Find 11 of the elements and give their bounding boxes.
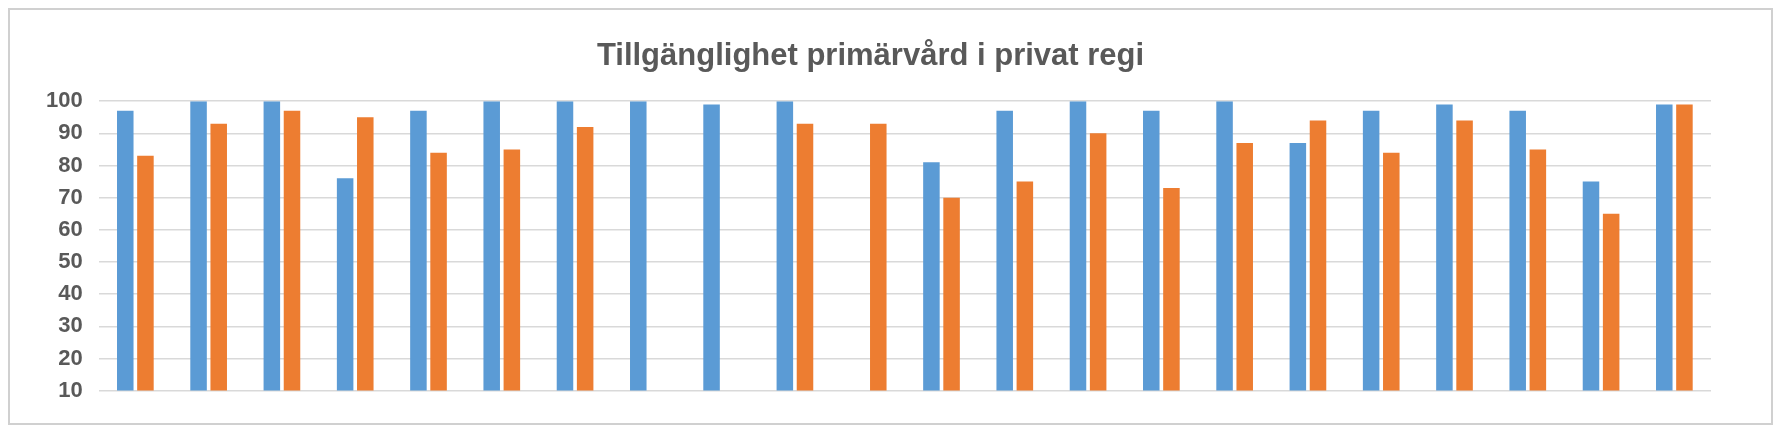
y-tick-label: 30 [58, 312, 83, 338]
y-tick-label: 10 [58, 376, 83, 402]
y-tick-label: 40 [58, 280, 83, 306]
y-tick-label: 80 [58, 151, 83, 177]
y-tick-label: 20 [58, 344, 83, 370]
y-tick-label: 90 [58, 119, 83, 145]
y-tick-label: 50 [58, 248, 83, 274]
y-tick-label: 60 [58, 215, 83, 241]
y-tick-label: 70 [58, 183, 83, 209]
y-tick-label: 100 [45, 87, 83, 113]
chart-title: Tillgänglighet primärvård i privat regi [596, 37, 1145, 73]
